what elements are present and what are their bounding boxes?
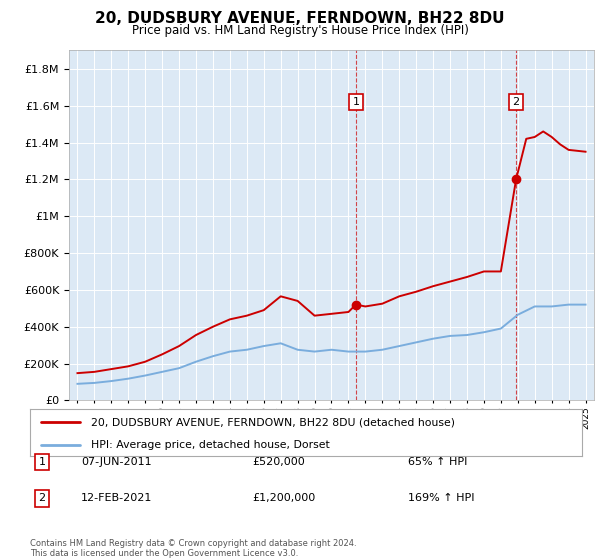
Text: 07-JUN-2011: 07-JUN-2011 — [81, 457, 152, 467]
Text: £520,000: £520,000 — [252, 457, 305, 467]
Text: 1: 1 — [38, 457, 46, 467]
Text: Price paid vs. HM Land Registry's House Price Index (HPI): Price paid vs. HM Land Registry's House … — [131, 24, 469, 36]
Text: Contains HM Land Registry data © Crown copyright and database right 2024.
This d: Contains HM Land Registry data © Crown c… — [30, 539, 356, 558]
Text: 2: 2 — [38, 493, 46, 503]
Text: 169% ↑ HPI: 169% ↑ HPI — [408, 493, 475, 503]
Text: 65% ↑ HPI: 65% ↑ HPI — [408, 457, 467, 467]
Text: HPI: Average price, detached house, Dorset: HPI: Average price, detached house, Dors… — [91, 440, 329, 450]
Text: £1,200,000: £1,200,000 — [252, 493, 315, 503]
Text: 1: 1 — [352, 97, 359, 107]
Text: 20, DUDSBURY AVENUE, FERNDOWN, BH22 8DU (detached house): 20, DUDSBURY AVENUE, FERNDOWN, BH22 8DU … — [91, 417, 455, 427]
Text: 12-FEB-2021: 12-FEB-2021 — [81, 493, 152, 503]
Text: 20, DUDSBURY AVENUE, FERNDOWN, BH22 8DU: 20, DUDSBURY AVENUE, FERNDOWN, BH22 8DU — [95, 11, 505, 26]
Text: 2: 2 — [512, 97, 520, 107]
